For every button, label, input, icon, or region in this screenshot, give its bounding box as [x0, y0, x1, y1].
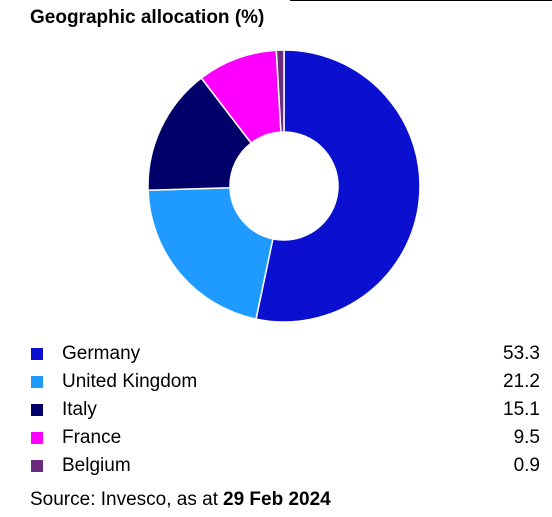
wedge — [147, 76, 253, 192]
wedge — [275, 49, 285, 133]
legend: Germany 53.3 United Kingdom 21.2 Italy 15.1 Fr… — [31, 343, 540, 476]
legend-value: 9.5 — [514, 427, 540, 448]
legend-value: 0.9 — [514, 455, 540, 476]
legend-label: United Kingdom — [62, 371, 197, 392]
legend-label: Germany — [62, 343, 141, 364]
legend-label: France — [62, 427, 121, 448]
legend-swatch — [31, 432, 43, 444]
source: Source: Invesco, as at 29 Feb 2024 — [30, 489, 331, 510]
chart-title: Geographic allocation (%) — [30, 7, 264, 28]
pie — [147, 49, 421, 323]
legend-label: Italy — [62, 399, 97, 420]
wedge — [147, 186, 274, 320]
legend-label: Belgium — [62, 455, 131, 476]
source-date: 29 Feb 2024 — [223, 489, 331, 510]
legend-swatch — [31, 376, 43, 388]
wedge — [255, 49, 421, 323]
legend-value: 15.1 — [503, 399, 540, 420]
legend-value: 21.2 — [503, 371, 540, 392]
source-text: Source: Invesco, as at — [30, 489, 219, 510]
legend-value: 53.3 — [503, 343, 540, 364]
legend-swatch — [31, 460, 43, 472]
legend-swatch — [31, 348, 43, 360]
legend-swatch — [31, 404, 43, 416]
